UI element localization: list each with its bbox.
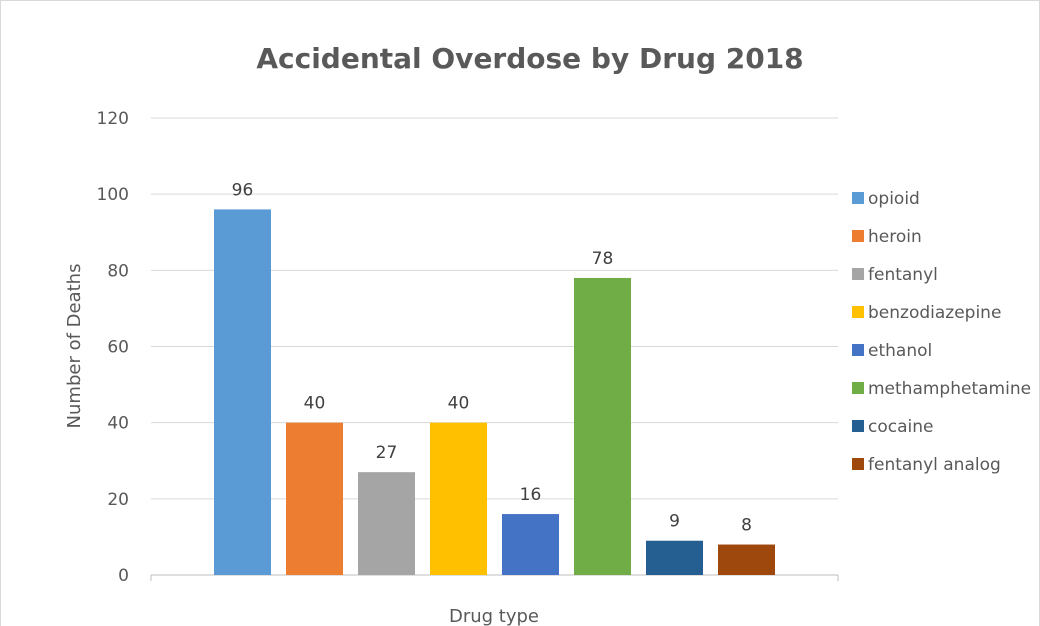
y-tick-label: 60: [107, 338, 129, 358]
y-tick-label: 0: [118, 566, 129, 586]
legend-label-benzodiazepine: benzodiazepine: [868, 303, 1001, 323]
data-label-cocaine: 9: [669, 512, 680, 532]
legend-label-opioid: opioid: [868, 189, 920, 209]
bar-ethanol: [502, 514, 559, 575]
bar-cocaine: [646, 540, 703, 575]
bar-opioid: [214, 209, 271, 575]
data-label-heroin: 40: [304, 394, 326, 414]
bars: [214, 209, 775, 575]
legend-label-ethanol: ethanol: [868, 341, 932, 361]
y-axis-ticks: 0 20 40 60 80 100 120: [97, 109, 129, 586]
legend-swatch-opioid: [852, 192, 864, 204]
data-labels: 96 40 27 40 16 78 9 8: [232, 180, 752, 535]
chart-title: Accidental Overdose by Drug 2018: [256, 42, 803, 75]
legend-swatch-ethanol: [852, 344, 864, 356]
legend-label-fentanyl: fentanyl: [868, 265, 938, 285]
legend-label-heroin: heroin: [868, 227, 922, 247]
y-tick-label: 40: [107, 414, 129, 434]
data-label-opioid: 96: [232, 180, 254, 200]
bar-fentanyl: [358, 472, 415, 575]
y-tick-label: 80: [107, 261, 129, 281]
bar-fentanyl-analog: [718, 544, 775, 575]
data-label-methamphetamine: 78: [592, 249, 614, 269]
bar-benzodiazepine: [430, 422, 487, 575]
legend-label-fentanyl-analog: fentanyl analog: [868, 455, 1001, 475]
legend-swatch-fentanyl: [852, 268, 864, 280]
y-tick-label: 120: [97, 109, 129, 129]
legend-swatch-heroin: [852, 230, 864, 242]
legend-swatch-benzodiazepine: [852, 306, 864, 318]
legend: opioid heroin fentanyl benzodiazepine ethano…: [852, 189, 1031, 475]
bar-heroin: [286, 422, 343, 575]
legend-label-methamphetamine: methamphetamine: [868, 379, 1031, 399]
y-axis-title: Number of Deaths: [64, 264, 85, 429]
bar-methamphetamine: [574, 277, 631, 575]
legend-swatch-methamphetamine: [852, 382, 864, 394]
x-axis-title: Drug type: [449, 606, 539, 626]
legend-swatch-cocaine: [852, 420, 864, 432]
y-tick-label: 100: [97, 185, 129, 205]
data-label-fentanyl: 27: [376, 443, 398, 463]
data-label-benzodiazepine: 40: [448, 394, 470, 414]
data-label-ethanol: 16: [520, 485, 542, 505]
legend-label-cocaine: cocaine: [868, 417, 933, 437]
data-label-fentanyl-analog: 8: [741, 516, 752, 536]
legend-swatch-fentanyl-analog: [852, 458, 864, 470]
y-tick-label: 20: [107, 490, 129, 510]
